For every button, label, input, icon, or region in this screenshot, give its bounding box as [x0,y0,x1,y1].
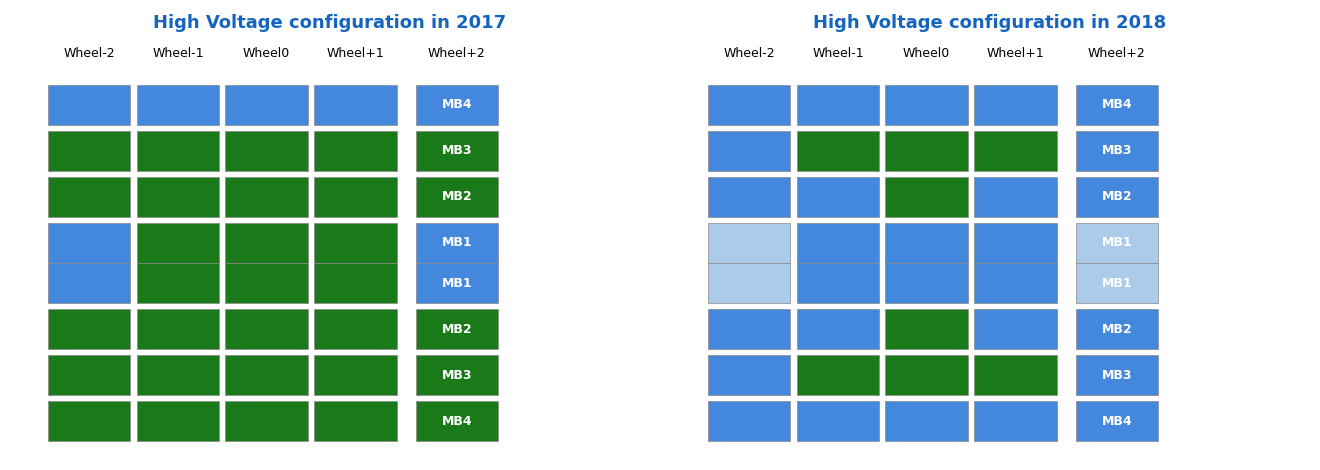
Text: Wheel+1: Wheel+1 [986,47,1044,60]
Text: Wheel-2: Wheel-2 [723,47,775,60]
Text: MB2: MB2 [1101,190,1133,203]
Text: MB2: MB2 [441,323,473,336]
Text: MB2: MB2 [1101,323,1133,336]
Text: MB1: MB1 [441,277,473,290]
Text: MB3: MB3 [441,369,473,382]
Text: Wheel-1: Wheel-1 [812,47,863,60]
Text: Wheel0: Wheel0 [243,47,290,60]
Text: Wheel0: Wheel0 [903,47,950,60]
Text: MB4: MB4 [441,415,473,428]
Text: Wheel-1: Wheel-1 [152,47,203,60]
Text: MB3: MB3 [1101,144,1133,157]
Text: MB3: MB3 [1101,369,1133,382]
Text: High Voltage configuration in 2018: High Voltage configuration in 2018 [813,14,1167,32]
Text: MB1: MB1 [441,236,473,249]
Text: MB1: MB1 [1101,236,1133,249]
Text: MB4: MB4 [1101,98,1133,111]
Text: Wheel+1: Wheel+1 [326,47,384,60]
Text: MB1: MB1 [1101,277,1133,290]
Text: Wheel+2: Wheel+2 [1088,47,1146,60]
Text: MB4: MB4 [441,98,473,111]
Text: Wheel+2: Wheel+2 [428,47,486,60]
Text: MB2: MB2 [441,190,473,203]
Text: Wheel-2: Wheel-2 [63,47,115,60]
Text: High Voltage configuration in 2017: High Voltage configuration in 2017 [153,14,507,32]
Text: MB3: MB3 [441,144,473,157]
Text: MB4: MB4 [1101,415,1133,428]
